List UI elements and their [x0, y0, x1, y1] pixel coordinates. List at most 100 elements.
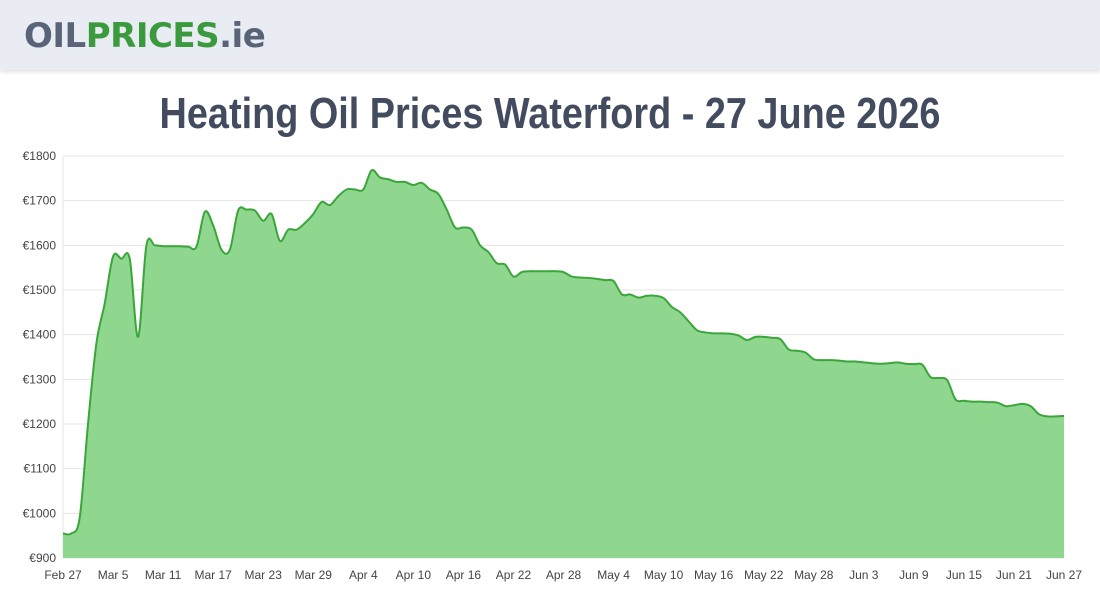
data-point[interactable]	[294, 227, 300, 233]
data-point[interactable]	[1036, 411, 1042, 417]
data-point[interactable]	[477, 242, 483, 248]
data-point[interactable]	[903, 361, 909, 367]
data-point[interactable]	[202, 209, 208, 215]
data-point[interactable]	[827, 357, 833, 363]
data-point[interactable]	[369, 167, 375, 173]
data-point[interactable]	[953, 396, 959, 402]
data-point[interactable]	[577, 274, 583, 280]
data-point[interactable]	[168, 243, 174, 249]
data-point[interactable]	[177, 243, 183, 249]
data-point[interactable]	[627, 291, 633, 297]
data-point[interactable]	[777, 336, 783, 342]
data-point[interactable]	[919, 362, 925, 368]
data-point[interactable]	[928, 374, 934, 380]
data-point[interactable]	[319, 199, 325, 205]
data-point[interactable]	[944, 377, 950, 383]
data-point[interactable]	[277, 238, 283, 244]
data-point[interactable]	[510, 274, 516, 280]
data-point[interactable]	[60, 530, 66, 536]
data-point[interactable]	[994, 400, 1000, 406]
data-point[interactable]	[269, 211, 275, 217]
data-point[interactable]	[594, 276, 600, 282]
data-point[interactable]	[310, 211, 316, 217]
data-point[interactable]	[452, 224, 458, 230]
data-point[interactable]	[652, 293, 658, 299]
data-point[interactable]	[1053, 413, 1059, 419]
data-point[interactable]	[702, 329, 708, 335]
data-point[interactable]	[694, 327, 700, 333]
data-point[interactable]	[978, 399, 984, 405]
data-point[interactable]	[127, 256, 133, 262]
data-point[interactable]	[235, 207, 241, 213]
data-point[interactable]	[677, 309, 683, 315]
data-point[interactable]	[886, 360, 892, 366]
data-point[interactable]	[861, 359, 867, 365]
data-point[interactable]	[377, 174, 383, 180]
data-point[interactable]	[419, 180, 425, 186]
data-point[interactable]	[761, 334, 767, 340]
data-point[interactable]	[360, 187, 366, 193]
data-point[interactable]	[844, 358, 850, 364]
data-point[interactable]	[744, 337, 750, 343]
data-point[interactable]	[527, 268, 533, 274]
data-point[interactable]	[669, 304, 675, 310]
data-point[interactable]	[719, 330, 725, 336]
data-point[interactable]	[1061, 413, 1067, 419]
data-point[interactable]	[1028, 403, 1034, 409]
data-point[interactable]	[444, 207, 450, 213]
data-point[interactable]	[561, 269, 567, 275]
data-point[interactable]	[752, 334, 758, 340]
data-point[interactable]	[485, 249, 491, 255]
data-point[interactable]	[218, 247, 224, 253]
data-point[interactable]	[611, 278, 617, 284]
data-point[interactable]	[185, 244, 191, 250]
data-point[interactable]	[335, 193, 341, 199]
data-point[interactable]	[327, 202, 333, 208]
data-point[interactable]	[1011, 402, 1017, 408]
data-point[interactable]	[252, 207, 258, 213]
data-point[interactable]	[727, 331, 733, 337]
data-point[interactable]	[302, 220, 308, 226]
data-point[interactable]	[102, 300, 108, 306]
data-point[interactable]	[93, 341, 99, 347]
data-point[interactable]	[85, 421, 91, 427]
data-point[interactable]	[118, 256, 124, 262]
data-point[interactable]	[402, 179, 408, 185]
site-logo[interactable]: OILPRICES.ie	[24, 14, 266, 58]
data-point[interactable]	[819, 357, 825, 363]
data-point[interactable]	[394, 179, 400, 185]
data-point[interactable]	[410, 182, 416, 188]
data-point[interactable]	[869, 360, 875, 366]
data-point[interactable]	[427, 187, 433, 193]
data-point[interactable]	[769, 335, 775, 341]
data-point[interactable]	[644, 293, 650, 299]
data-point[interactable]	[877, 361, 883, 367]
data-point[interactable]	[193, 244, 199, 250]
data-point[interactable]	[544, 268, 550, 274]
data-point[interactable]	[469, 227, 475, 233]
data-point[interactable]	[602, 277, 608, 283]
data-point[interactable]	[110, 254, 116, 260]
data-point[interactable]	[152, 242, 158, 248]
data-point[interactable]	[285, 227, 291, 233]
data-point[interactable]	[619, 291, 625, 297]
data-point[interactable]	[736, 333, 742, 339]
data-point[interactable]	[1019, 401, 1025, 407]
data-point[interactable]	[385, 176, 391, 182]
data-point[interactable]	[786, 346, 792, 352]
data-point[interactable]	[661, 295, 667, 301]
data-point[interactable]	[911, 361, 917, 367]
data-point[interactable]	[519, 269, 525, 275]
data-point[interactable]	[494, 260, 500, 266]
data-point[interactable]	[77, 515, 83, 521]
data-point[interactable]	[569, 274, 575, 280]
data-point[interactable]	[352, 187, 358, 193]
data-point[interactable]	[210, 222, 216, 228]
data-point[interactable]	[969, 399, 975, 405]
data-point[interactable]	[135, 334, 141, 340]
data-point[interactable]	[936, 375, 942, 381]
data-point[interactable]	[1003, 403, 1009, 409]
data-point[interactable]	[244, 207, 250, 213]
data-point[interactable]	[460, 224, 466, 230]
data-point[interactable]	[502, 262, 508, 268]
